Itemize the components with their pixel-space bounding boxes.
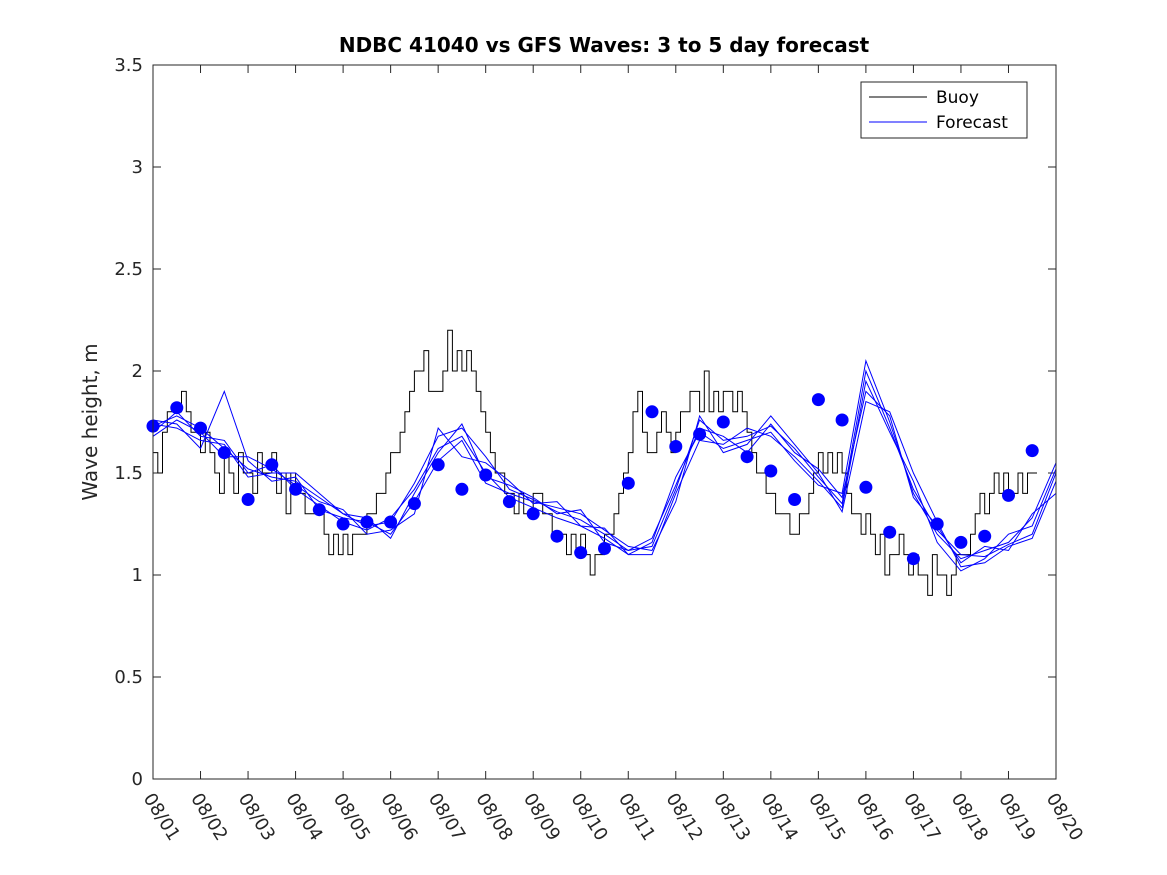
y-tick-label: 1.5: [114, 463, 143, 484]
axes-box: [152, 64, 1057, 780]
forecast-line-3: [152, 389, 1057, 568]
y-tick-label: 3: [132, 157, 143, 178]
forecast-marker: [906, 552, 920, 566]
forecast-marker: [978, 529, 992, 543]
y-tick-label: 3.5: [114, 55, 143, 76]
legend: Buoy Forecast: [860, 81, 1028, 139]
forecast-marker: [407, 497, 421, 511]
forecast-marker: [693, 427, 707, 441]
legend-forecast-label: Forecast: [936, 113, 1008, 133]
y-tick-label: 0.5: [114, 667, 143, 688]
forecast-marker: [526, 507, 540, 521]
forecast-marker: [455, 482, 469, 496]
forecast-marker: [574, 546, 588, 560]
forecast-marker: [479, 468, 493, 482]
forecast-marker: [645, 405, 659, 419]
y-axis-label: Wave height, m: [78, 343, 102, 500]
forecast-marker: [502, 495, 516, 509]
forecast-marker: [621, 476, 635, 490]
forecast-marker: [170, 401, 184, 415]
forecast-marker: [716, 415, 730, 429]
forecast-marker: [740, 450, 754, 464]
legend-buoy-label: Buoy: [936, 88, 979, 108]
forecast-marker: [217, 446, 231, 460]
forecast-marker: [954, 535, 968, 549]
y-tick-label: 2.5: [114, 259, 143, 280]
forecast-marker: [764, 464, 778, 478]
legend-box: [860, 81, 1028, 139]
forecast-marker: [930, 517, 944, 531]
forecast-marker: [384, 515, 398, 529]
chart-title: NDBC 41040 vs GFS Waves: 3 to 5 day fore…: [339, 33, 870, 57]
forecast-marker: [431, 458, 445, 472]
plot-area: [146, 329, 1057, 596]
forecast-marker: [241, 493, 255, 506]
forecast-marker: [360, 515, 374, 529]
forecast-marker: [669, 440, 683, 453]
forecast-marker: [194, 421, 207, 435]
forecast-marker: [1002, 488, 1015, 502]
forecast-marker: [1025, 444, 1039, 458]
forecast-marker: [598, 542, 611, 555]
forecast-marker: [289, 482, 303, 496]
forecast-marker: [859, 480, 873, 494]
forecast-marker: [811, 393, 825, 407]
forecast-line-4: [152, 379, 1057, 572]
y-tick-label: 0: [132, 769, 143, 790]
y-tick-label: 2: [132, 361, 143, 382]
forecast-marker: [883, 525, 897, 539]
forecast-marker: [550, 529, 564, 543]
y-tick-label: 1: [132, 565, 143, 586]
forecast-marker: [312, 503, 326, 517]
forecast-marker: [336, 517, 350, 531]
forecast-marker: [265, 458, 279, 472]
forecast-marker: [788, 493, 802, 506]
forecast-marker: [835, 413, 849, 427]
